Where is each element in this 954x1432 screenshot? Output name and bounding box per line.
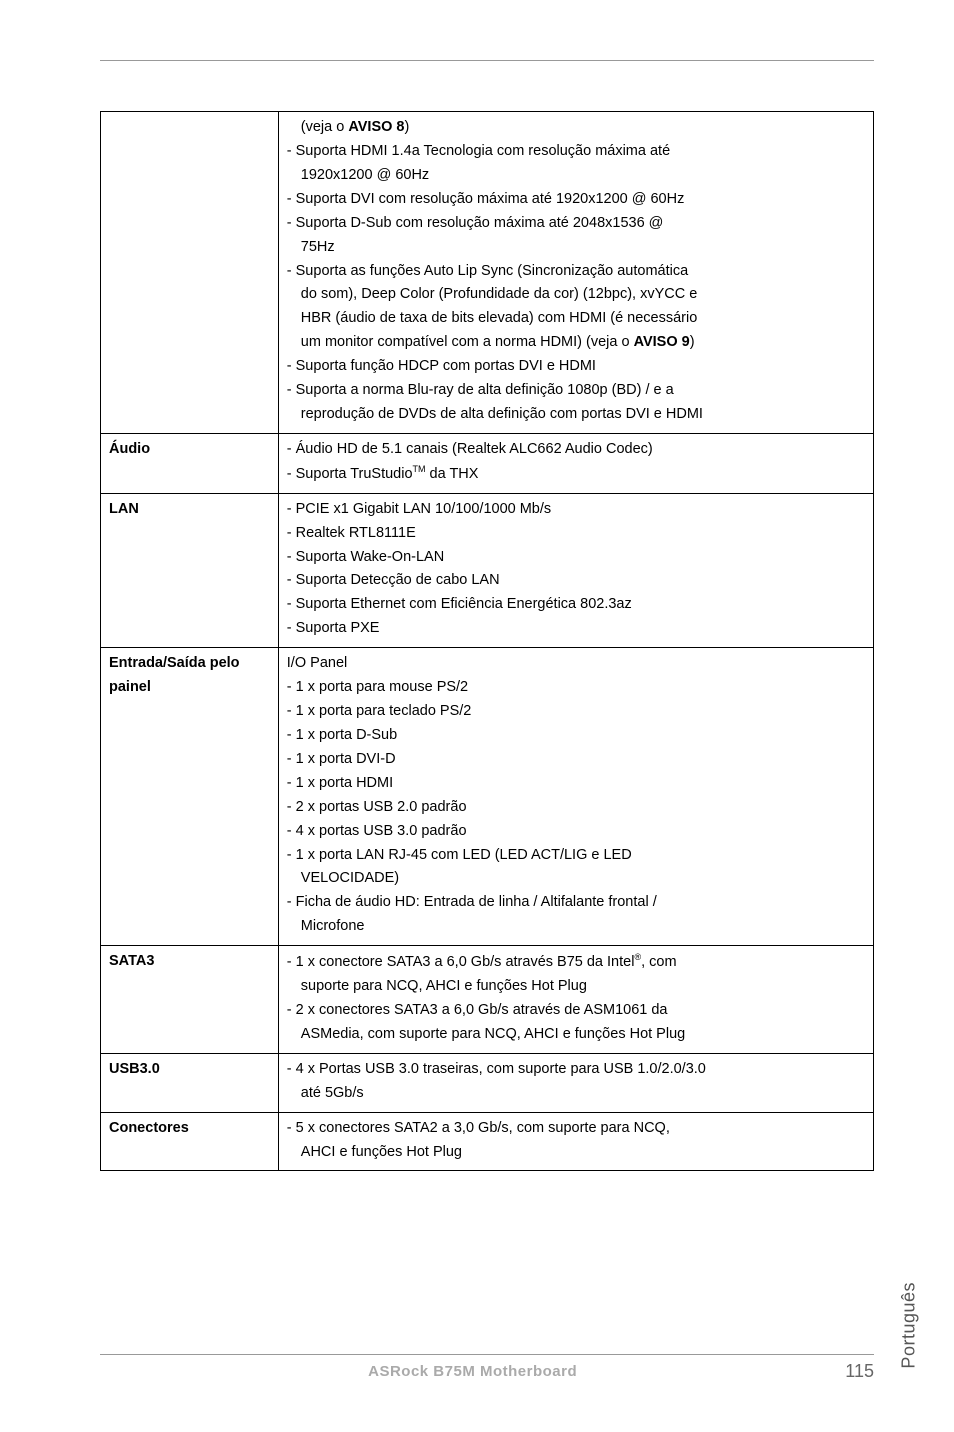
top-rule — [100, 60, 874, 61]
language-tab: Português — [899, 1282, 920, 1369]
row-label: Áudio — [101, 433, 279, 493]
spec-tbody: (veja o AVISO 8)- Suporta HDMI 1.4a Tecn… — [101, 112, 874, 1171]
content-line: AHCI e funções Hot Plug — [287, 1141, 865, 1165]
content-line: suporte para NCQ, AHCI e funções Hot Plu… — [287, 975, 865, 999]
footer-title: ASRock B75M Motherboard — [368, 1363, 577, 1380]
content-line: - Suporta Ethernet com Eficiência Energé… — [287, 593, 865, 617]
row-content: (veja o AVISO 8)- Suporta HDMI 1.4a Tecn… — [278, 112, 873, 434]
table-row: Entrada/Saída pelo painelI/O Panel- 1 x … — [101, 648, 874, 946]
row-label — [101, 112, 279, 434]
content-line: ASMedia, com suporte para NCQ, AHCI e fu… — [287, 1023, 865, 1047]
row-content: - PCIE x1 Gigabit LAN 10/100/1000 Mb/s- … — [278, 493, 873, 648]
content-line: - 2 x conectores SATA3 a 6,0 Gb/s atravé… — [287, 999, 865, 1023]
trademark-sup: TM — [413, 464, 426, 474]
content-line: - 1 x porta HDMI — [287, 772, 865, 796]
content-line: - 4 x Portas USB 3.0 traseiras, com supo… — [287, 1058, 865, 1082]
content-line: HBR (áudio de taxa de bits elevada) com … — [287, 307, 865, 331]
row-content: - 1 x conectore SATA3 a 6,0 Gb/s através… — [278, 946, 873, 1054]
content-line: I/O Panel — [287, 652, 865, 676]
content-line: reprodução de DVDs de alta definição com… — [287, 403, 865, 427]
content-line: - Suporta as funções Auto Lip Sync (Sinc… — [287, 260, 865, 284]
registered-sup: ® — [634, 952, 641, 962]
row-content: - Áudio HD de 5.1 canais (Realtek ALC662… — [278, 433, 873, 493]
table-row: Áudio - Áudio HD de 5.1 canais (Realtek A… — [101, 433, 874, 493]
content-line: - Suporta PXE — [287, 617, 865, 641]
content-line: - Suporta DVI com resolução máxima até 1… — [287, 188, 865, 212]
content-line: - 1 x porta D-Sub — [287, 724, 865, 748]
table-row: SATA3 - 1 x conectore SATA3 a 6,0 Gb/s at… — [101, 946, 874, 1054]
content-line: - Suporta TruStudioTM da THX — [287, 462, 865, 487]
content-line: - 1 x porta para mouse PS/2 — [287, 676, 865, 700]
content-line: - Áudio HD de 5.1 canais (Realtek ALC662… — [287, 438, 865, 462]
content-line: VELOCIDADE) — [287, 867, 865, 891]
spec-table: (veja o AVISO 8)- Suporta HDMI 1.4a Tecn… — [100, 111, 874, 1171]
row-content: - 4 x Portas USB 3.0 traseiras, com supo… — [278, 1053, 873, 1112]
table-row: (veja o AVISO 8)- Suporta HDMI 1.4a Tecn… — [101, 112, 874, 434]
content-line: - 2 x portas USB 2.0 padrão — [287, 796, 865, 820]
content-line: - Suporta função HDCP com portas DVI e H… — [287, 355, 865, 379]
content-line: - Suporta HDMI 1.4a Tecnologia com resol… — [287, 140, 865, 164]
table-row: USB3.0 - 4 x Portas USB 3.0 traseiras, co… — [101, 1053, 874, 1112]
content-line: - Suporta Wake-On-LAN — [287, 546, 865, 570]
row-label: LAN — [101, 493, 279, 648]
content-line: - Suporta D-Sub com resolução máxima até… — [287, 212, 865, 236]
row-content: - 5 x conectores SATA2 a 3,0 Gb/s, com s… — [278, 1112, 873, 1171]
row-content: I/O Panel- 1 x porta para mouse PS/2- 1 … — [278, 648, 873, 946]
row-label: SATA3 — [101, 946, 279, 1054]
content-line: - PCIE x1 Gigabit LAN 10/100/1000 Mb/s — [287, 498, 865, 522]
row-label: USB3.0 — [101, 1053, 279, 1112]
table-row: LAN- PCIE x1 Gigabit LAN 10/100/1000 Mb/… — [101, 493, 874, 648]
page: (veja o AVISO 8)- Suporta HDMI 1.4a Tecn… — [0, 0, 954, 1432]
content-line: 75Hz — [287, 236, 865, 260]
row-label: Conectores — [101, 1112, 279, 1171]
content-line: Microfone — [287, 915, 865, 939]
content-line: - Realtek RTL8111E — [287, 522, 865, 546]
table-row: Conectores - 5 x conectores SATA2 a 3,0 G… — [101, 1112, 874, 1171]
content-line: - 1 x porta LAN RJ-45 com LED (LED ACT/L… — [287, 844, 865, 868]
content-line: - 1 x porta DVI-D — [287, 748, 865, 772]
content-line: (veja o AVISO 8) — [287, 116, 865, 140]
content-line: até 5Gb/s — [287, 1082, 865, 1106]
content-line: - Suporta Detecção de cabo LAN — [287, 569, 865, 593]
content-line: - Ficha de áudio HD: Entrada de linha / … — [287, 891, 865, 915]
row-label: Entrada/Saída pelo painel — [101, 648, 279, 946]
content-line: 1920x1200 @ 60Hz — [287, 164, 865, 188]
page-number: 115 — [845, 1361, 874, 1382]
footer: ASRock B75M Motherboard 115 — [100, 1354, 874, 1382]
content-line: - 1 x porta para teclado PS/2 — [287, 700, 865, 724]
bold-ref: AVISO 9 — [634, 334, 690, 350]
content-line: - 4 x portas USB 3.0 padrão — [287, 820, 865, 844]
content-line: - Suporta a norma Blu-ray de alta defini… — [287, 379, 865, 403]
content-line: - 5 x conectores SATA2 a 3,0 Gb/s, com s… — [287, 1117, 865, 1141]
bold-ref: AVISO 8 — [348, 119, 404, 135]
content-line: do som), Deep Color (Profundidade da cor… — [287, 283, 865, 307]
content-line: - 1 x conectore SATA3 a 6,0 Gb/s através… — [287, 950, 865, 975]
content-line: um monitor compatível com a norma HDMI) … — [287, 331, 865, 355]
